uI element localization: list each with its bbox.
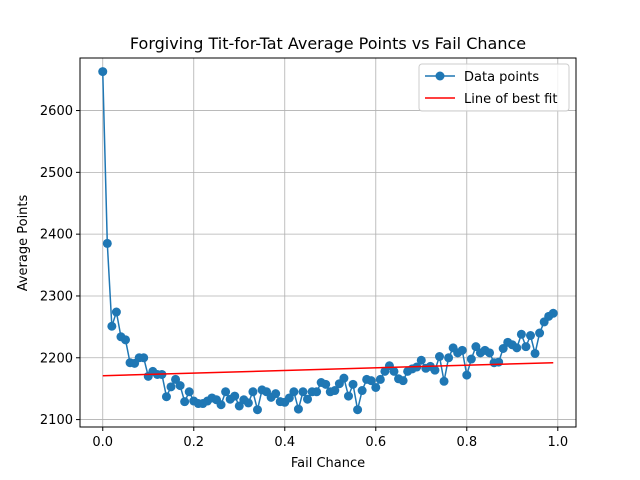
data-point-marker (498, 344, 508, 353)
data-point-marker (471, 342, 481, 352)
data-point-marker (221, 387, 231, 397)
legend-data-points-marker (435, 71, 445, 81)
data-point-marker (271, 389, 281, 399)
data-point-marker (321, 379, 331, 389)
data-point-marker (230, 391, 240, 401)
y-tick-label: 2400 (40, 228, 73, 243)
plot-series (98, 67, 558, 415)
legend-frame (418, 63, 570, 112)
data-point-marker (389, 366, 399, 376)
data-point-marker (485, 348, 495, 358)
data-point-marker (298, 387, 308, 397)
data-point-marker (434, 352, 444, 362)
grid (80, 58, 576, 427)
plot-frame (79, 57, 577, 428)
legend-data-points-label: Data points (464, 70, 539, 85)
x-tick-label: 0.0 (92, 435, 113, 450)
data-point-marker (416, 355, 426, 365)
data-point-marker (102, 238, 112, 248)
data-point-marker (234, 401, 244, 411)
data-point-marker (457, 345, 467, 355)
data-point-marker (526, 331, 535, 341)
data-point-marker (330, 386, 340, 396)
x-axis-label: Fail Chance (291, 456, 365, 471)
y-tick-label: 2100 (40, 413, 73, 428)
data-point-marker (521, 342, 531, 352)
data-point-marker (366, 376, 376, 386)
data-point-marker (216, 400, 226, 410)
data-point-marker (284, 393, 294, 403)
data-point-marker (430, 365, 440, 375)
data-point-marker (175, 381, 185, 391)
data-point-marker (462, 370, 472, 380)
x-axis: 0.0 0.2 0.4 0.6 0.8 1.0 (92, 427, 568, 450)
y-tick-label: 2200 (40, 351, 73, 366)
best-fit-line (102, 361, 554, 377)
chart-title: Forgiving Tit-for-Tat Average Points vs … (130, 34, 526, 53)
data-point-marker (180, 397, 190, 407)
data-point-marker (171, 374, 181, 384)
data-point-marker (512, 343, 522, 353)
y-axis: 2100 2200 2300 2400 2500 2600 (40, 104, 80, 428)
y-axis-label: Average Points (16, 194, 31, 291)
data-point-marker (444, 353, 454, 363)
data-point-marker (548, 308, 558, 318)
data-point-marker (371, 382, 381, 392)
x-tick-label: 0.8 (456, 435, 477, 450)
data-point-marker (289, 387, 299, 397)
data-point-marker (184, 387, 194, 397)
x-tick-label: 0.2 (183, 435, 204, 450)
data-point-marker (535, 328, 545, 338)
data-point-marker (398, 376, 408, 386)
data-point-marker (293, 404, 303, 414)
data-point-marker (439, 376, 449, 386)
y-tick-label: 2600 (40, 104, 73, 119)
data-point-marker (161, 392, 171, 402)
data-point-marker (353, 405, 363, 415)
data-point-marker (98, 67, 108, 77)
x-tick-label: 0.6 (365, 435, 386, 450)
data-point-marker (348, 379, 358, 389)
y-tick-label: 2300 (40, 289, 73, 304)
data-point-marker (243, 398, 253, 408)
data-point-marker (530, 348, 540, 358)
data-point-marker (339, 373, 349, 383)
data-point-marker (343, 391, 353, 401)
y-tick-label: 2500 (40, 166, 73, 181)
legend: Data points Line of best fit (418, 63, 570, 112)
data-point-marker (375, 374, 385, 384)
data-point-marker (107, 321, 117, 331)
data-point-marker (303, 394, 313, 404)
x-tick-label: 0.4 (274, 435, 295, 450)
data-point-marker (357, 386, 367, 396)
data-point-marker (466, 354, 476, 364)
data-point-marker (494, 357, 504, 367)
legend-best-fit-label: Line of best fit (464, 92, 557, 107)
data-point-marker (516, 329, 526, 339)
data-point-marker (312, 387, 322, 397)
x-tick-label: 1.0 (547, 435, 568, 450)
data-point-marker (166, 382, 176, 392)
data-point-marker (111, 307, 121, 317)
data-point-marker (139, 353, 149, 363)
data-point-marker (252, 405, 262, 415)
data-point-marker (121, 335, 130, 345)
data-point-marker (248, 387, 258, 397)
